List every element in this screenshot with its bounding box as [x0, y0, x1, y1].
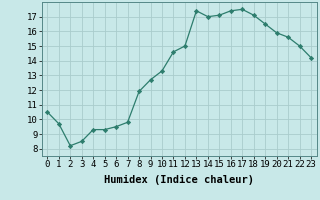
X-axis label: Humidex (Indice chaleur): Humidex (Indice chaleur): [104, 175, 254, 185]
